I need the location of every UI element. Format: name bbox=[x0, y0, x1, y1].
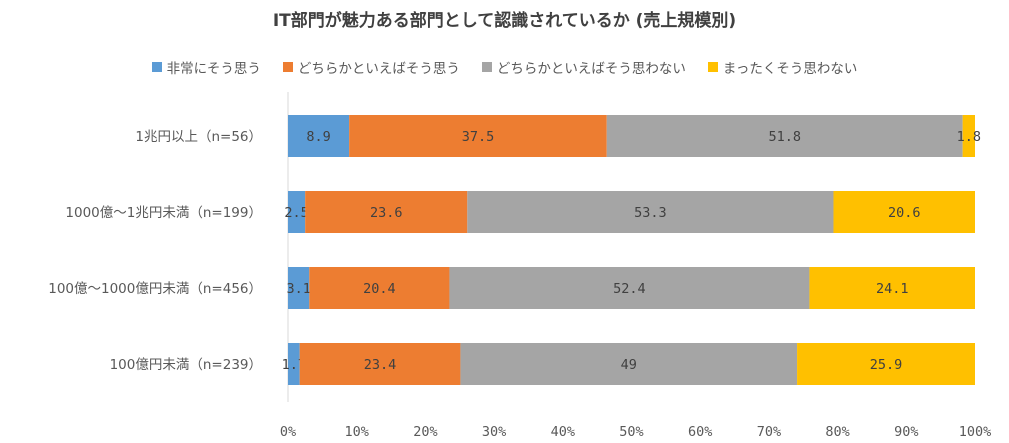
chart-title: IT部門が魅力ある部門として認識されているか (売上規模別) bbox=[272, 11, 737, 31]
data-label: 24.1 bbox=[876, 281, 909, 297]
bar-segment bbox=[349, 115, 607, 157]
data-label: 37.5 bbox=[462, 129, 495, 145]
x-tick-label: 100% bbox=[959, 424, 992, 440]
data-label: 20.6 bbox=[888, 205, 921, 221]
data-label: 8.9 bbox=[306, 129, 330, 145]
data-label: 1.8 bbox=[957, 129, 981, 145]
bar-segment bbox=[449, 267, 810, 309]
data-label: 52.4 bbox=[613, 281, 646, 297]
category-label: 1兆円以上（n=56） bbox=[135, 129, 262, 145]
legend-swatch bbox=[707, 62, 718, 72]
x-tick-label: 50% bbox=[619, 424, 643, 440]
data-label: 23.6 bbox=[370, 205, 403, 221]
legend-label: どちらかといえばそう思う bbox=[297, 61, 460, 77]
bar-segment bbox=[606, 115, 963, 157]
bar-segment bbox=[288, 343, 300, 385]
legend-item: 非常にそう思う bbox=[151, 57, 261, 77]
bar-segment bbox=[288, 267, 310, 309]
bar-segment bbox=[288, 115, 350, 157]
category-label: 100億円未満（n=239） bbox=[110, 357, 262, 373]
data-label: 3.1 bbox=[286, 281, 310, 297]
legend-item: どちらかといえばそう思わない bbox=[481, 57, 686, 77]
data-label: 2.5 bbox=[284, 205, 308, 221]
bar-segment bbox=[797, 343, 975, 385]
category-label: 1000億～1兆円未満（n=199） bbox=[65, 205, 262, 221]
bar-segment bbox=[460, 343, 798, 385]
bar-segment bbox=[467, 191, 834, 233]
x-tick-label: 80% bbox=[825, 424, 849, 440]
legend-label: 非常にそう思う bbox=[166, 61, 261, 77]
legend-label: どちらかといえばそう思わない bbox=[496, 61, 686, 77]
legend-item: どちらかといえばそう思う bbox=[282, 57, 460, 77]
x-tick-label: 20% bbox=[413, 424, 437, 440]
bar-segment bbox=[833, 191, 975, 233]
bar-segment bbox=[309, 267, 450, 309]
legend-label: まったくそう思わない bbox=[722, 61, 858, 77]
x-tick-label: 70% bbox=[757, 424, 781, 440]
x-tick-label: 60% bbox=[688, 424, 712, 440]
x-tick-label: 30% bbox=[482, 424, 506, 440]
category-label: 100億～1000億円未満（n=456） bbox=[48, 281, 262, 297]
bar-segment bbox=[305, 191, 468, 233]
data-label: 23.4 bbox=[364, 357, 397, 373]
bar-segment bbox=[299, 343, 461, 385]
legend-swatch bbox=[151, 62, 162, 72]
x-tick-label: 40% bbox=[551, 424, 575, 440]
legend-swatch bbox=[282, 62, 293, 72]
data-label: 53.3 bbox=[634, 205, 667, 221]
bar-segment bbox=[962, 115, 975, 157]
x-tick-label: 90% bbox=[894, 424, 918, 440]
legend-item: まったくそう思わない bbox=[707, 57, 858, 77]
data-label: 49 bbox=[621, 357, 637, 373]
bar-segment bbox=[288, 191, 306, 233]
data-label: 51.8 bbox=[768, 129, 801, 145]
legend-swatch bbox=[481, 62, 492, 72]
data-label: 25.9 bbox=[870, 357, 903, 373]
x-tick-label: 0% bbox=[280, 424, 296, 440]
x-tick-label: 10% bbox=[345, 424, 369, 440]
data-label: 20.4 bbox=[363, 281, 396, 297]
bar-segment bbox=[809, 267, 975, 309]
legend: 非常にそう思う どちらかといえばそう思う どちらかといえばそう思わない まったくそう思… bbox=[0, 57, 1009, 77]
